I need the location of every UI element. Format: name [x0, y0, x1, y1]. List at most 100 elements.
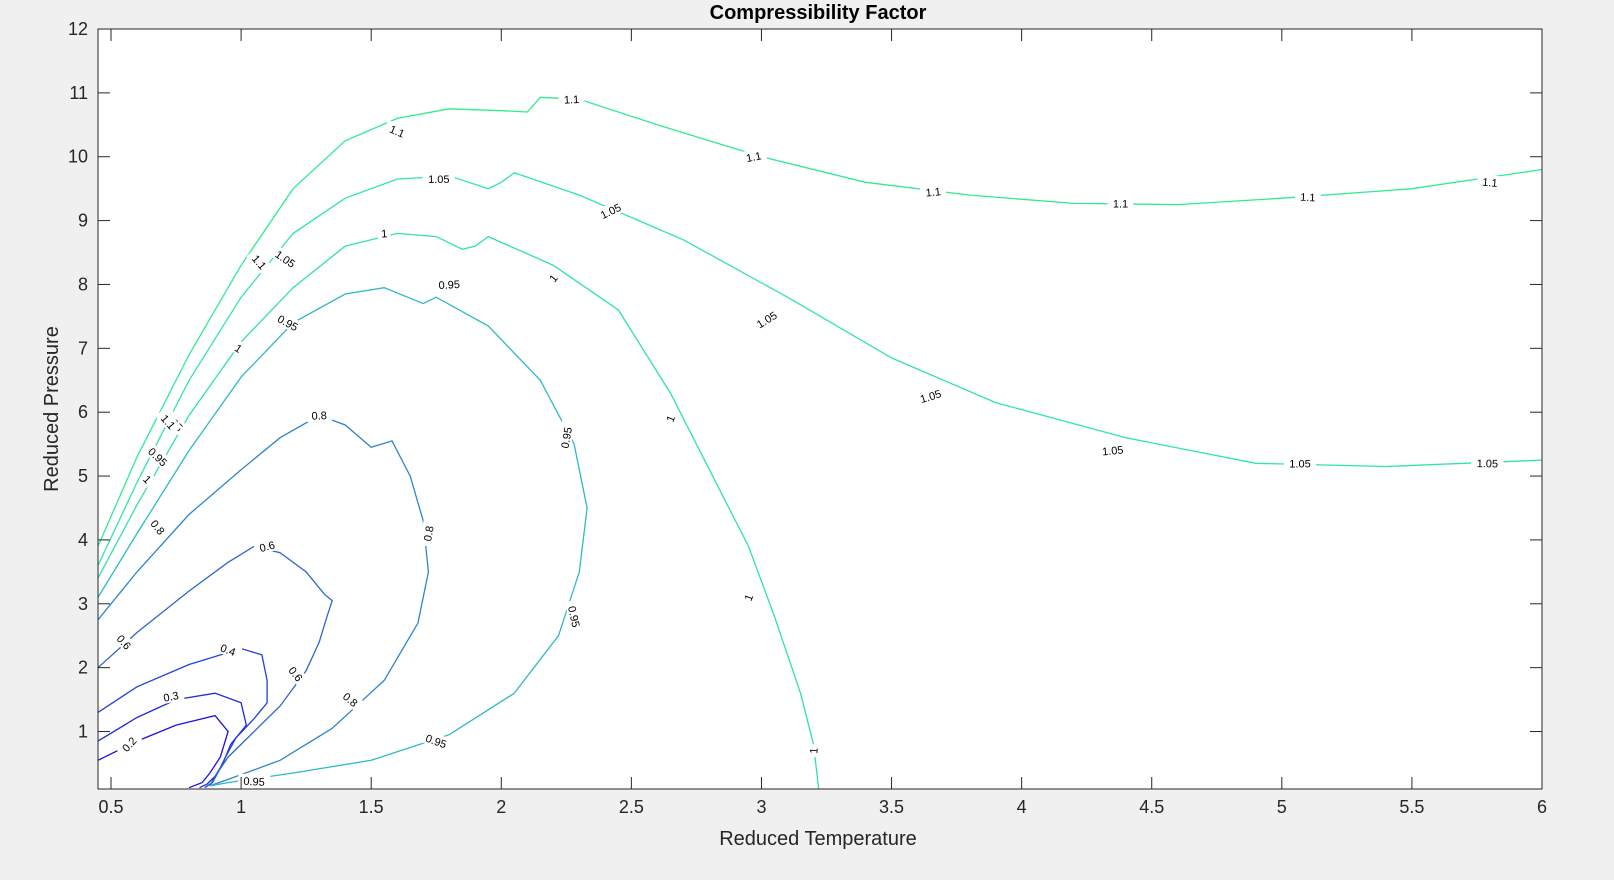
- contour-label-background: [145, 512, 172, 541]
- contour-label-group: 1.05: [422, 172, 455, 186]
- contour-label-background: [593, 197, 628, 224]
- contour-label-background: [229, 338, 248, 357]
- contour-label: 1.1: [387, 124, 406, 141]
- contour-lines: [97, 96, 1543, 790]
- contour-label-background: [138, 469, 157, 488]
- contour-label-background: [661, 410, 679, 427]
- contour-line-0.8: [97, 414, 430, 787]
- contour-label-background: [270, 308, 306, 336]
- contour-label-background: [1471, 455, 1504, 470]
- contour-label-background: [432, 276, 466, 292]
- contour-label-group: 1: [377, 226, 391, 241]
- contour-label-background: [336, 686, 365, 713]
- contour-label-group: 1: [661, 410, 679, 427]
- contour-label: 0.4: [219, 642, 237, 659]
- y-tick-label: 4: [78, 530, 88, 550]
- contour-label: 1: [232, 342, 244, 355]
- contour-label-group: 0.3: [157, 686, 185, 705]
- contour-label-background: [377, 226, 391, 240]
- contour-label-background: [111, 627, 138, 656]
- chart-title: Compressibility Factor: [710, 2, 927, 24]
- contour-label: 0.3: [162, 690, 179, 705]
- contour-label: 1.1: [745, 150, 762, 165]
- contour-label-group: 0.4: [214, 638, 243, 660]
- contour-label-group: 0.95: [564, 599, 585, 634]
- contour-label: 0.8: [422, 525, 436, 542]
- contour-label-group: 0.95: [432, 276, 466, 292]
- x-tick-label: 4.5: [1139, 797, 1164, 817]
- contour-label-background: [1107, 196, 1134, 210]
- contour-label-group: 1: [739, 589, 757, 606]
- contour-label-background: [419, 729, 454, 753]
- contour-label-group: 1: [229, 338, 248, 357]
- contour-label: 1.1: [1482, 177, 1498, 190]
- y-tick-label: 2: [78, 658, 88, 678]
- contour-line-0.95: [97, 287, 588, 787]
- contour-label-background: [115, 730, 143, 758]
- contour-label: 0.6: [258, 540, 276, 555]
- contour-label-background: [558, 91, 585, 106]
- y-tick-label: 5: [78, 466, 88, 486]
- plot-area: [98, 29, 1542, 789]
- contour-line-0.2: [97, 714, 229, 789]
- contour-label: 0.95: [565, 605, 581, 629]
- contour-label: 0.8: [311, 410, 327, 423]
- contour-line-1: [97, 232, 820, 790]
- contour-label: 1.05: [1477, 458, 1499, 470]
- contour-label-background: [739, 589, 757, 606]
- contour-label-background: [155, 407, 182, 436]
- y-tick-label: 10: [68, 147, 88, 167]
- x-tick-label: 3.5: [879, 797, 904, 817]
- contour-label: 1: [808, 747, 820, 754]
- contour-label-group: 0.6: [253, 536, 281, 556]
- contour-label-group: 0.95: [237, 773, 271, 789]
- y-tick-label: 3: [78, 594, 88, 614]
- contour-label-background: [237, 773, 271, 789]
- contour-label: 1: [381, 228, 388, 240]
- contour-label-group: 1.1: [383, 119, 412, 142]
- contour-label-background: [246, 247, 273, 276]
- contour-label-group: 1.1: [1476, 174, 1504, 190]
- y-tick-label: 8: [78, 274, 88, 294]
- axes-box: [97, 28, 1543, 790]
- contour-label: 1.1: [1300, 192, 1316, 205]
- y-tick-label: 7: [78, 338, 88, 358]
- contour-label-group: 1.05: [1096, 441, 1130, 459]
- x-tick-label: 0.5: [98, 797, 123, 817]
- y-tick-label: 6: [78, 402, 88, 422]
- contour-label-group: 1.05: [1471, 455, 1504, 471]
- contour-label-background: [283, 659, 310, 688]
- contour-label-background: [919, 183, 947, 200]
- contour-label-background: [1096, 441, 1130, 459]
- contour-label-group: 1: [543, 268, 562, 287]
- x-tick-label: 2: [496, 797, 506, 817]
- contour-label-group: 0.8: [306, 407, 333, 423]
- contour-label: 1.05: [1102, 444, 1125, 458]
- contour-label-group: 1: [806, 743, 821, 758]
- contour-label-background: [306, 407, 333, 423]
- contour-label: 1: [743, 593, 756, 603]
- contour-label-group: 1.1: [558, 91, 585, 107]
- contour-label-group: 1.05: [1284, 456, 1316, 470]
- contour-label-background: [556, 420, 575, 455]
- contour-label-background: [157, 686, 185, 705]
- contour-label-background: [422, 172, 455, 186]
- contour-label: 1.1: [1113, 198, 1128, 210]
- contour-label-background: [253, 536, 281, 556]
- contour-label-background: [1294, 189, 1321, 204]
- x-tick-label: 2.5: [619, 797, 644, 817]
- contour-label-background: [739, 147, 768, 166]
- x-tick-label: 1.5: [359, 797, 384, 817]
- contour-line-0.6: [97, 545, 333, 787]
- x-tick-label: 3: [756, 797, 766, 817]
- contour-label: 1.05: [428, 174, 449, 186]
- x-tick-label: 4: [1017, 797, 1027, 817]
- y-tick-label: 9: [78, 211, 88, 231]
- x-tick-label: 5.5: [1399, 797, 1424, 817]
- contour-label: 1.1: [564, 94, 580, 107]
- x-axis-title: Reduced Temperature: [719, 828, 917, 850]
- contour-label-background: [1284, 456, 1316, 470]
- y-tick-label: 12: [68, 19, 88, 39]
